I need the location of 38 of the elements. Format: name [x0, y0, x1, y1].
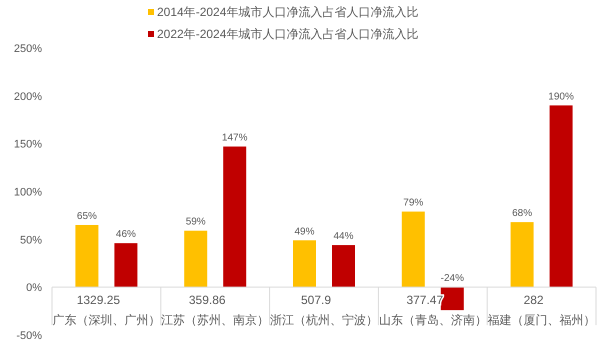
- y-tick-label: 100%: [14, 186, 42, 198]
- text: 79%: [403, 198, 424, 209]
- y-tick-label: 250%: [14, 43, 42, 55]
- bar: [75, 224, 98, 288]
- y-tick-label: 150%: [14, 138, 42, 151]
- bar: [223, 146, 246, 288]
- bar: [440, 287, 464, 310]
- x-tick-label: 福建（厦门、福州）: [488, 313, 596, 328]
- text: 59%: [186, 216, 206, 228]
- y-tick-label: -50%: [16, 330, 42, 341]
- bar: [184, 230, 208, 288]
- text: 65%: [76, 210, 97, 222]
- y-tick-label: 0%: [26, 282, 42, 294]
- bar: [550, 105, 573, 288]
- x-tick-label: 浙江（杭州、宁波）: [270, 313, 378, 328]
- annotation: 507.9: [300, 293, 332, 308]
- text: 46%: [116, 229, 136, 240]
- x-tick-label: 江苏（苏州、南京）: [161, 313, 270, 328]
- text: 147%: [222, 132, 248, 144]
- annotation: 1329.25: [76, 293, 120, 308]
- y-tick-label: 50%: [20, 234, 42, 246]
- text: 190%: [548, 91, 574, 102]
- legend-label: 2022年-2024年城市人口净流入占省人口净流入比: [157, 27, 418, 41]
- text: -24%: [440, 273, 464, 284]
- x-tick-label: 广东（深圳、广州）: [52, 313, 160, 328]
- text: 49%: [294, 226, 315, 238]
- annotation: 282: [524, 293, 544, 308]
- x-tick-label: 山东（青岛、济南）: [378, 313, 487, 328]
- y-tick-label: 200%: [14, 90, 42, 103]
- bar: [332, 245, 355, 288]
- bar: [402, 212, 425, 288]
- bar: [114, 243, 138, 288]
- text: 44%: [333, 231, 354, 242]
- annotation: 359.86: [188, 293, 226, 308]
- text: 68%: [512, 208, 532, 220]
- bar: [510, 222, 534, 288]
- legend-label: 2014年-2024年城市人口净流入占省人口净流入比: [157, 5, 418, 19]
- bar: [293, 240, 316, 288]
